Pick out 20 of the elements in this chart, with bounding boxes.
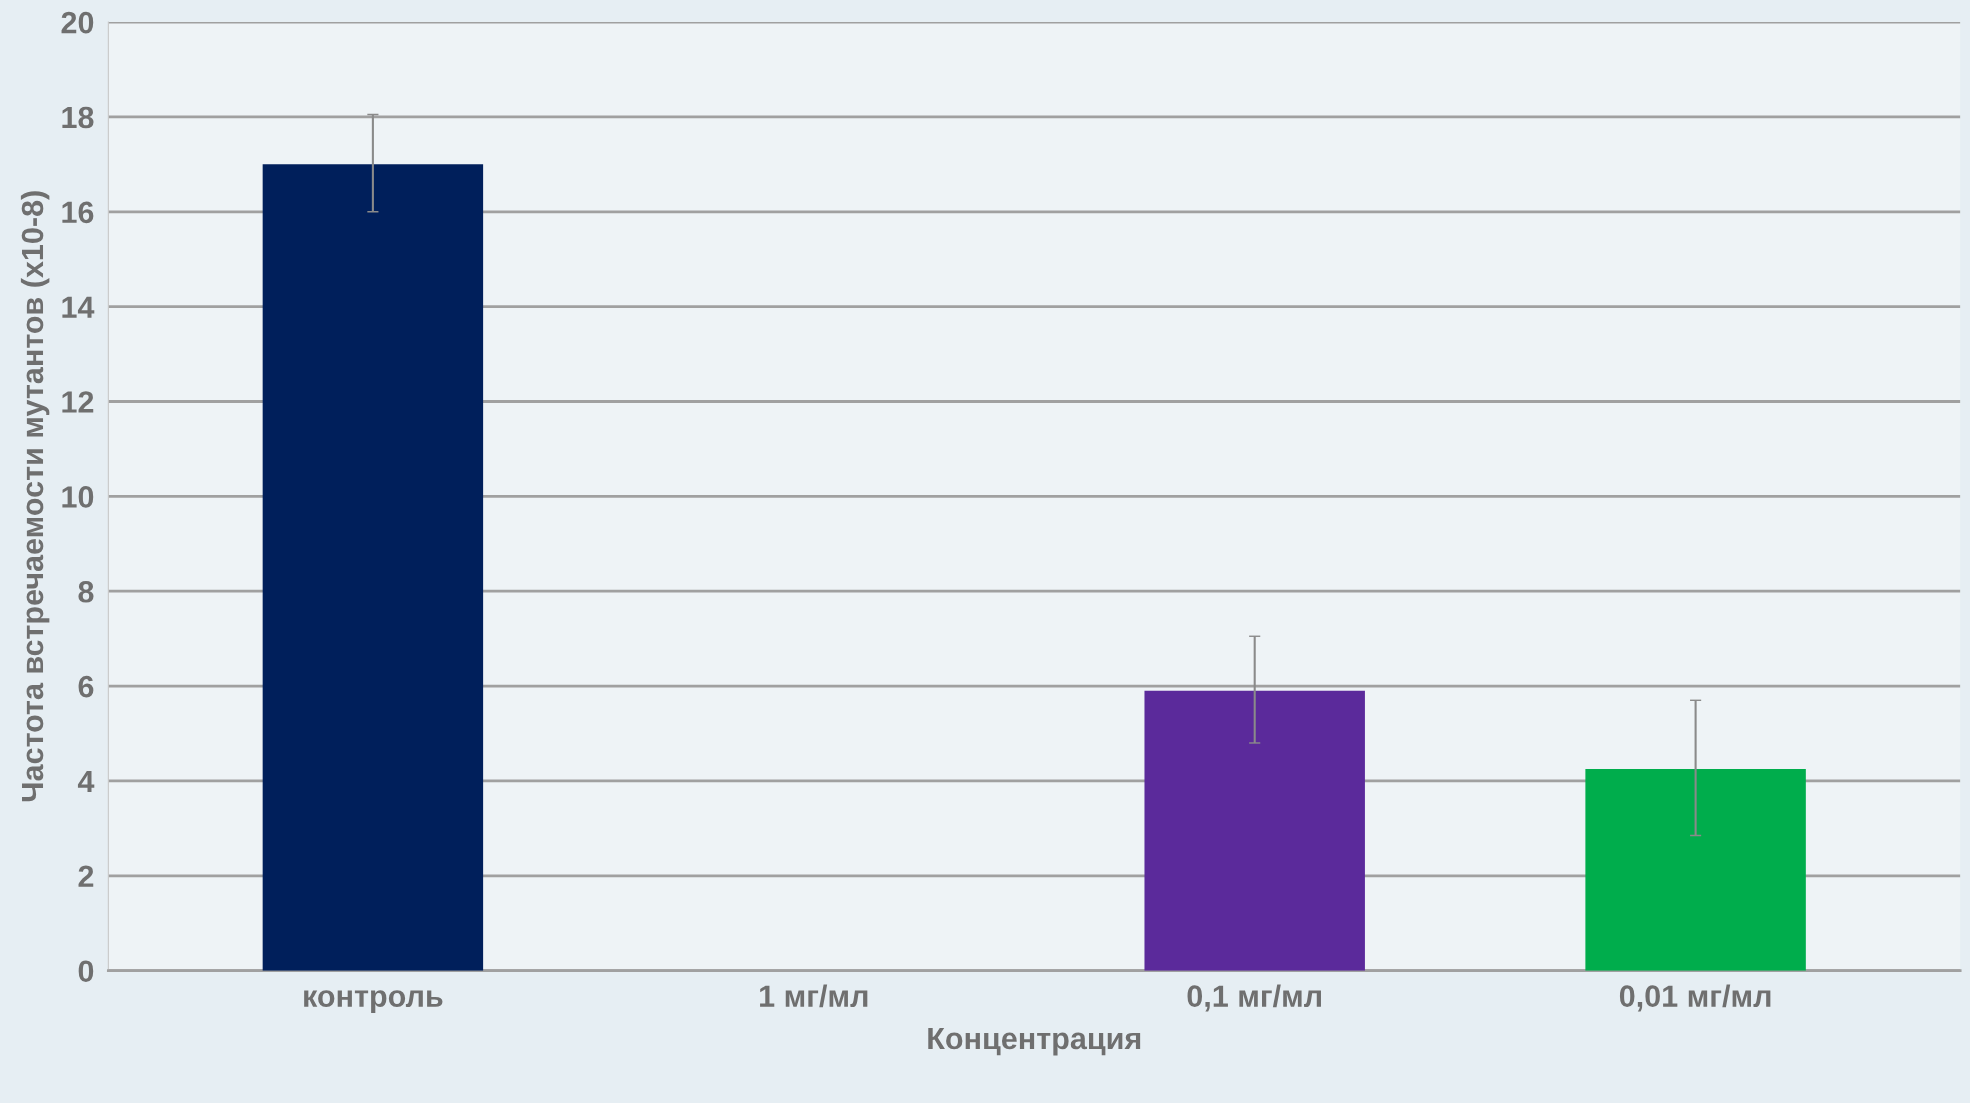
bar [1144, 690, 1365, 971]
x-tick-label: 0,1 мг/мл [1187, 984, 1321, 1012]
y-tick-label: 2 [78, 865, 94, 887]
y-tick-label: 10 [62, 486, 94, 508]
y-tick-label: 8 [78, 580, 94, 603]
x-tick-label: контроль [304, 990, 443, 1014]
y-axis-title: Частота встречаемости мутантов (x10-8) [20, 191, 50, 802]
x-tick-label: 0,01 мг/мл [1619, 984, 1771, 1012]
bar [262, 164, 484, 971]
y-tick-label: 16 [62, 201, 94, 224]
y-tick-label: 4 [77, 770, 95, 792]
x-axis-title: Концентрация [928, 1028, 1141, 1056]
y-tick-label: 6 [78, 675, 94, 698]
x-tick-label: 1 мг/мл [760, 984, 868, 1008]
y-tick-label: 12 [62, 391, 94, 413]
y-tick-label: 18 [62, 106, 94, 129]
bar [1585, 769, 1806, 971]
y-tick-label: 20 [61, 11, 94, 34]
y-tick-label: 0 [78, 960, 94, 983]
y-tick-label: 14 [62, 296, 95, 318]
